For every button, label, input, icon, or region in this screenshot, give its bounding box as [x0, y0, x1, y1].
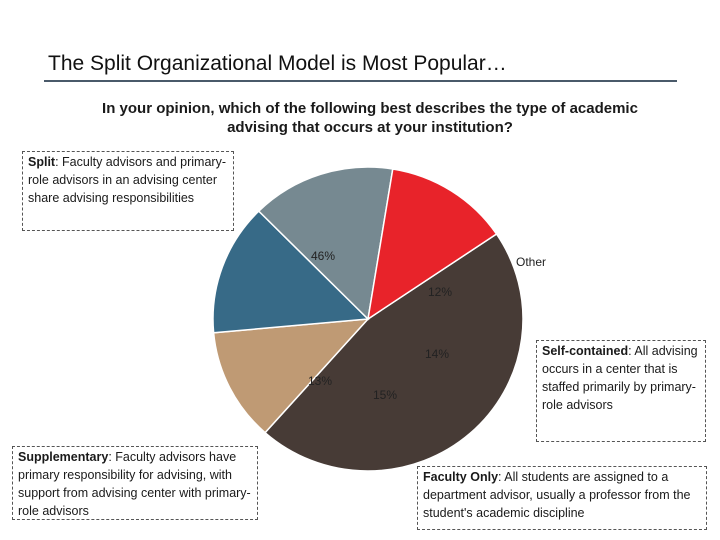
slide-title: The Split Organizational Model is Most P…: [48, 52, 507, 75]
pie-slice-2: [212, 210, 370, 334]
pie-slice-4: [366, 168, 498, 321]
callout-self-contained-term: Self-contained: [542, 344, 629, 358]
callout-supplementary-text: : Faculty advisors have primary responsi…: [18, 450, 251, 518]
survey-question: In your opinion, which of the following …: [102, 100, 638, 136]
pie-slice-3: [257, 166, 394, 321]
callout-supplementary: Supplementary: Faculty advisors have pri…: [12, 446, 258, 520]
callout-self-contained-text: : All advising occurs in a center that i…: [542, 344, 698, 412]
pie-slice-0-value-label: 46%: [311, 249, 335, 263]
pie-slice-3-value-label: 15%: [373, 388, 397, 402]
pie-slice-1-value-label: 12%: [428, 285, 452, 299]
callout-supplementary-term: Supplementary: [18, 450, 109, 464]
callout-faculty-only: Faculty Only: All students are assigned …: [417, 466, 707, 530]
callout-split-text: : Faculty advisors and primary-role advi…: [28, 155, 226, 205]
callout-self-contained: Self-contained: All advising occurs in a…: [536, 340, 706, 442]
title-divider: [44, 80, 677, 82]
callout-split: Split: Faculty advisors and primary-role…: [22, 151, 234, 231]
callout-split-term: Split: [28, 155, 56, 169]
pie-slice-0: [264, 232, 524, 472]
callout-faculty-only-term: Faculty Only: [423, 470, 499, 484]
pie-slice-1-name-label: Other: [516, 255, 546, 269]
pie-slice-4-value-label: 13%: [308, 374, 332, 388]
callout-faculty-only-text: : All students are assigned to a departm…: [423, 470, 691, 520]
pie-slice-1: [212, 318, 370, 434]
pie-slice-2-value-label: 14%: [425, 347, 449, 361]
